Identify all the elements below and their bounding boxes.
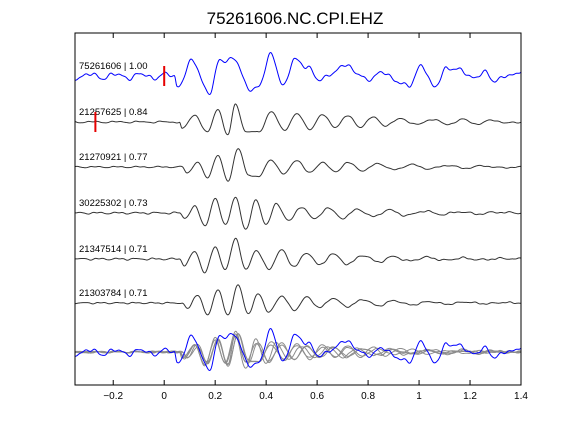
trace-4 [74,237,522,274]
trace-label-4: 21347514 | 0.71 [79,244,148,255]
x-tick-label-0: −0.2 [103,391,123,402]
stack-trace-0 [74,327,522,372]
trace-1 [74,103,522,136]
trace-3 [75,196,522,230]
pick-markers [94,66,166,132]
chart-title: 75261606.NC.CPI.EHZ [207,9,384,28]
x-tick-label-3: 0.4 [259,391,273,402]
trace-labels: 75261606 | 1.00 21257625 | 0.84 21270921 |… [79,61,148,299]
stack-trace-1 [74,333,522,366]
trace-label-3: 30225302 | 0.73 [79,198,148,209]
x-tick-label-2: 0.2 [208,391,222,402]
trace-label-5: 21303784 | 0.71 [79,288,148,299]
x-tick-label-1: 0 [161,391,167,402]
x-tick-label-8: 1.4 [514,391,528,402]
x-tick-label-5: 0.8 [361,391,375,402]
trace-5 [74,284,522,316]
trace-label-0: 75261606 | 1.00 [79,61,148,72]
x-tick-label-7: 1.2 [463,391,477,402]
trace-0 [74,51,522,96]
trace-label-1: 21257625 | 0.84 [79,107,148,118]
x-tick-label-6: 1 [416,391,422,402]
traces-layer [74,51,522,316]
stack-trace-5 [74,333,522,365]
trace-label-2: 21270921 | 0.77 [79,152,148,163]
x-axis-ticks: −0.2 0 0.2 0.4 0.6 0.8 1 1.2 1.4 [103,33,528,402]
plot-area-frame [74,32,522,386]
x-tick-label-4: 0.6 [310,391,324,402]
overlay-stack [74,327,522,372]
trace-2 [74,148,521,182]
